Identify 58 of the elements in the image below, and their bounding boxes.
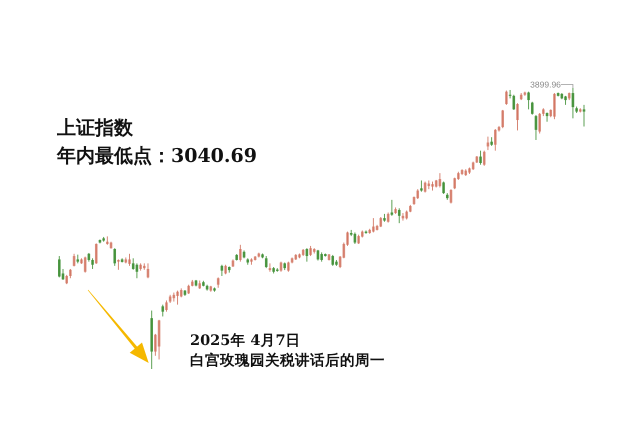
candlestick [146,262,150,279]
candlestick [239,244,242,262]
candlestick [316,249,320,262]
candlestick [309,245,312,257]
candlestick [553,92,556,120]
candlestick [136,262,138,279]
candlestick [398,208,401,224]
candlestick [501,109,504,129]
candlestick [220,264,224,276]
candlestick [72,253,76,267]
candlestick [582,104,586,127]
candlestick [572,88,574,119]
text: 上证指数 [56,117,134,139]
candlestick [176,290,179,306]
candlestick [331,254,334,266]
candlestick [264,256,268,269]
candlestick [69,268,72,279]
candlestick [224,264,227,275]
candlestick [187,284,190,294]
candlestick [58,256,61,278]
candlestick [65,274,68,285]
candlestick [453,177,456,190]
candlestick [530,101,534,116]
candlestick [438,172,442,188]
candlestick [132,258,134,270]
candlestick [354,232,356,244]
annotation: 3899.96 [530,80,562,90]
annotation: 白宫玫瑰园关税讲话后的周一 [190,351,385,369]
candlestick [482,150,486,166]
candlestick [534,114,538,140]
candlestick [94,242,98,264]
candlestick [372,218,375,233]
candlestick [527,91,530,110]
candlestick [91,258,94,270]
candlestick [546,112,548,122]
candlestick [357,234,360,244]
candlestick [512,94,516,110]
candlestick [287,261,290,272]
candlestick [486,136,490,151]
candlestick [450,188,452,204]
candlestick [379,216,382,228]
candlestick [538,112,541,134]
candlestick [128,253,131,266]
candlestick [306,248,308,262]
candlestick [386,212,390,224]
candlestick [516,102,519,131]
text: 年内最低点：3040.69 [56,145,257,167]
candlestick [280,261,282,272]
candlestick [479,150,482,166]
candlestick [216,276,220,288]
candlestick [84,256,86,274]
candlestick [320,252,323,262]
candlestick [494,128,497,152]
candlestick [442,181,445,194]
candlestick [424,181,426,194]
candlestick [113,248,116,266]
candlestick [505,90,508,106]
annotation: 2025年 4月7日 [190,332,301,349]
